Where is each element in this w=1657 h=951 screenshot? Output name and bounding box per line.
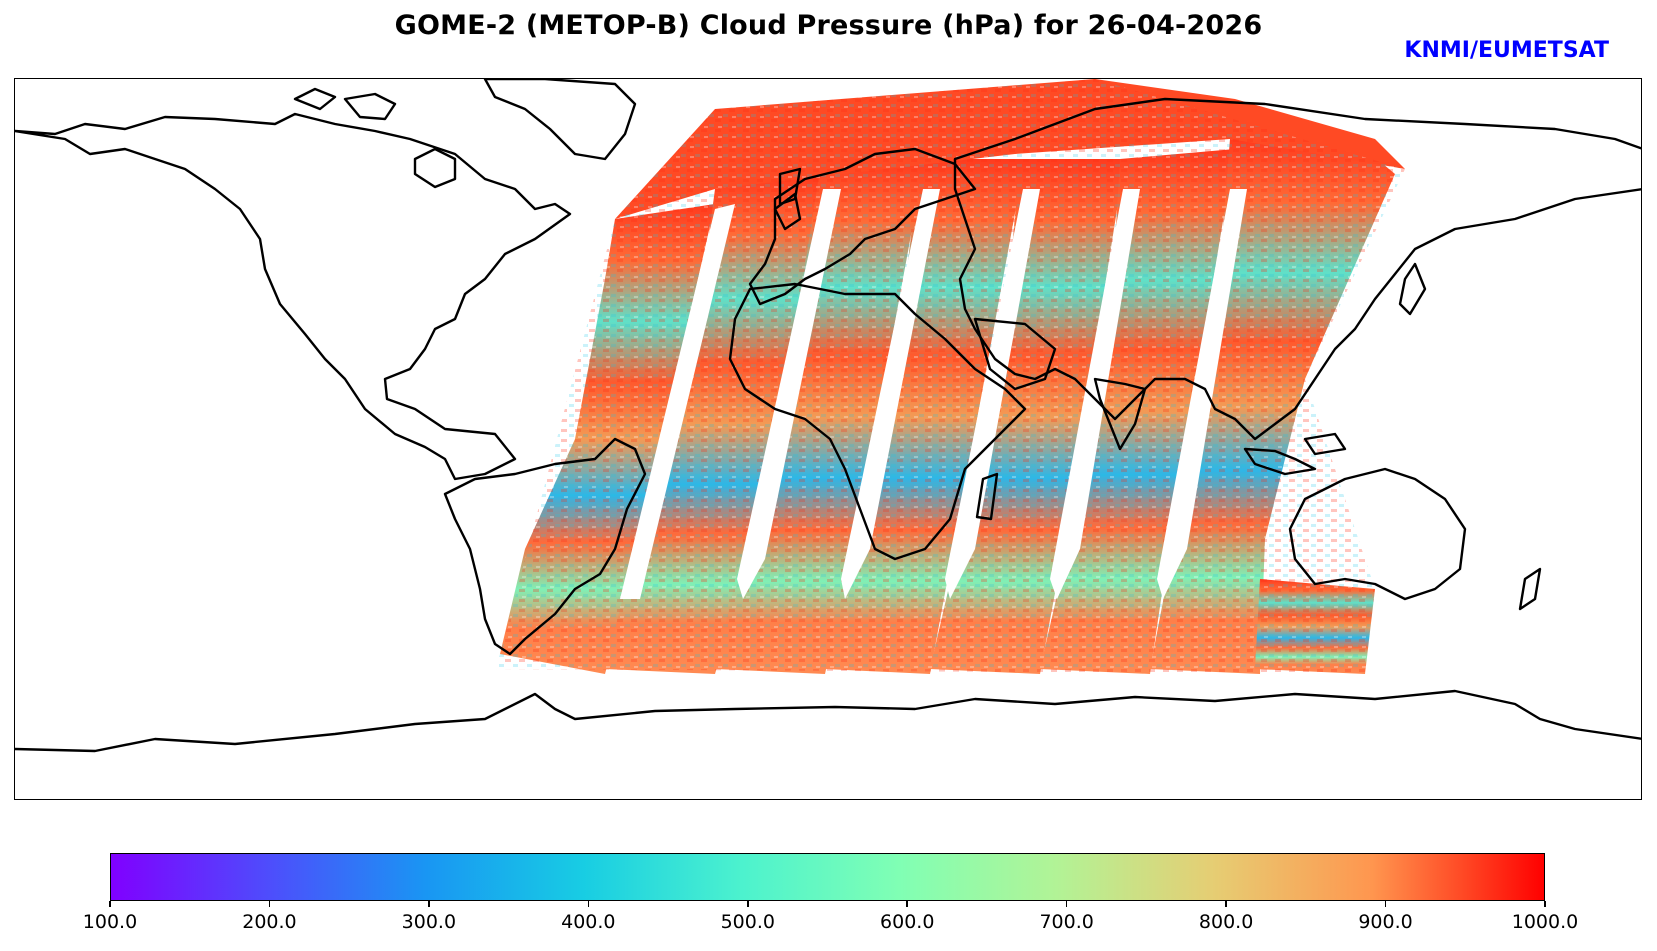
coast-arabia	[973, 317, 1057, 391]
tick-mark	[1065, 901, 1068, 907]
tick-label: 700.0	[1039, 911, 1094, 933]
coast-madagascar	[975, 472, 999, 521]
chart-title: GOME-2 (METOP-B) Cloud Pressure (hPa) fo…	[394, 10, 1263, 41]
coastlines	[15, 79, 1641, 753]
tick-mark	[747, 901, 749, 907]
coast-antarctica	[15, 689, 1641, 753]
swath-gaps	[620, 189, 1247, 599]
tick-label: 600.0	[880, 911, 935, 933]
colorbar-tick: 100.0	[70, 901, 150, 933]
colorbar-tick: 400.0	[548, 901, 628, 933]
tick-mark	[1225, 901, 1227, 907]
coast-new-zealand	[1518, 567, 1542, 611]
tick-mark	[1544, 901, 1546, 907]
tick-label: 800.0	[1198, 911, 1254, 933]
tick-mark	[1384, 901, 1387, 907]
tick-label: 1000.0	[1511, 911, 1579, 933]
credit-label: KNMI/EUMETSAT	[1404, 38, 1609, 63]
tick-label: 300.0	[401, 911, 457, 933]
tick-mark	[587, 901, 590, 907]
tick-mark	[428, 901, 430, 907]
colorbar-tick: 200.0	[229, 901, 309, 933]
colorbar-tick: 300.0	[389, 901, 469, 933]
colorbar	[110, 853, 1545, 901]
map-canvas	[15, 79, 1641, 753]
colorbar-tick: 600.0	[867, 901, 947, 933]
tick-label: 400.0	[561, 911, 616, 933]
tick-mark	[906, 901, 908, 907]
tick-mark	[109, 901, 111, 907]
coast-japan	[1398, 262, 1427, 316]
coast-europe	[748, 147, 977, 306]
coast-uk	[778, 167, 802, 206]
coast-north-america	[15, 112, 572, 481]
colorbar-tick: 900.0	[1346, 901, 1426, 933]
colorbar-ticks: 100.0 200.0 300.0 400.0 500.0 600.0 700.0 800.0…	[83, 901, 1578, 941]
tick-label: 900.0	[1358, 911, 1413, 933]
coast-africa	[728, 282, 1027, 561]
tick-label: 500.0	[720, 911, 775, 933]
tick-mark	[268, 901, 271, 907]
coast-asia	[953, 97, 1641, 441]
colorbar-tick: 500.0	[708, 901, 788, 933]
colorbar-tick: 1000.0	[1505, 901, 1585, 933]
coast-australia	[1288, 467, 1467, 601]
tick-label: 100.0	[82, 911, 138, 933]
world-map	[14, 78, 1642, 800]
orbit-swaths	[495, 79, 1405, 674]
colorbar-tick: 700.0	[1027, 901, 1107, 933]
coast-greenland	[483, 79, 637, 161]
tick-label: 200.0	[242, 911, 297, 933]
coast-india	[1093, 377, 1147, 451]
coast-south-america	[443, 437, 647, 656]
colorbar-tick: 800.0	[1186, 901, 1266, 933]
